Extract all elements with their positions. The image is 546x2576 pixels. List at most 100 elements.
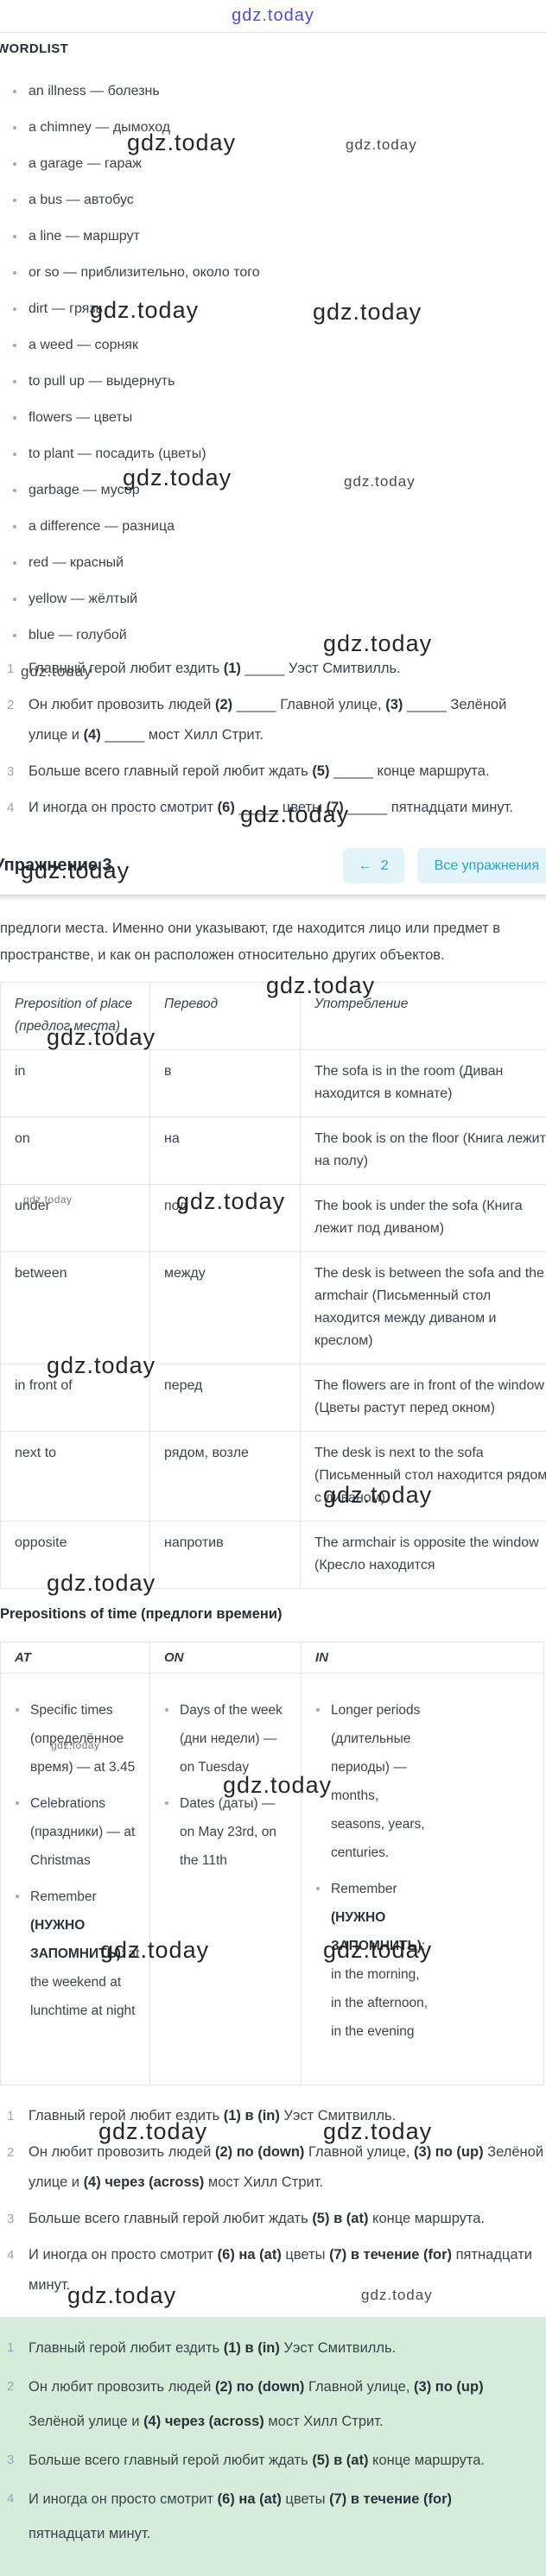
- wordlist-item: garbage — мусор: [0, 472, 546, 509]
- wordlist-text: a garage — гараж: [29, 156, 142, 172]
- top-bar: gdz.today: [0, 0, 546, 33]
- wordlist-text: red — красный: [29, 555, 124, 571]
- text-segment: Главной улице,: [304, 2379, 414, 2395]
- bullet-icon: [13, 271, 16, 275]
- bullet-icon: [16, 1708, 19, 1712]
- place-table-header-cell: Употребление: [301, 983, 546, 1050]
- bold-segment: (НУЖНО ЗАПОМНИТЬ): [331, 1910, 422, 1953]
- wordlist-text: a line — маршрут: [29, 229, 140, 244]
- wordlist-item: a difference — разница: [0, 509, 546, 545]
- text-segment: Он любит провозить людей: [29, 697, 215, 712]
- wordlist-item: a bus — автобус: [0, 182, 546, 218]
- bold-segment: (1) в (in): [224, 2108, 280, 2123]
- bullet-icon: [13, 307, 16, 311]
- item-text: И иногда он просто смотрит (6) на (at) ц…: [29, 2491, 452, 2541]
- site-logo: gdz.today: [232, 6, 314, 26]
- text-segment: : in the morning, in the afternoon, in t…: [331, 1939, 428, 2039]
- wordlist-item: to pull up — выдернуть: [0, 364, 546, 400]
- item-number: 3: [7, 2443, 14, 2478]
- wordlist-item: a garage — гараж: [0, 146, 546, 182]
- item-number: 3: [7, 756, 14, 787]
- time-table-body-row: Specific times (определённое время) — at…: [1, 1674, 544, 2085]
- bold-segment: (5) в (at): [312, 2211, 368, 2226]
- text-segment: Dates (даты) — on May 23rd, on the 11th: [180, 1796, 276, 1868]
- bullet-icon: [13, 489, 16, 492]
- place-table-cell: The book is on the floor (Книга лежит на…: [301, 1117, 546, 1185]
- item-text: Он любит провозить людей (2) по (down) Г…: [29, 2144, 543, 2190]
- text-segment: _____ Уэст Смитвилль.: [241, 661, 401, 676]
- place-table-cell: в: [150, 1050, 301, 1117]
- bold-segment: (3) по (up): [414, 2379, 484, 2395]
- text-segment: цветы: [282, 2491, 329, 2507]
- place-table-cell: The flowers are in front of the window (…: [301, 1364, 546, 1432]
- bold-segment: (7) в течение (for): [329, 2491, 452, 2507]
- place-table-cell: next to: [1, 1432, 150, 1522]
- wordlist-item: dirt — грязь: [0, 291, 546, 327]
- bold-segment: (3) по (up): [414, 2144, 484, 2160]
- exercise-header-row: Упражнение 3 ← 2 Все упражнения: [0, 848, 546, 883]
- wordlist-text: garbage — мусор: [29, 483, 140, 498]
- text-segment: Он любит провозить людей: [29, 2379, 215, 2395]
- bullet-icon: [13, 561, 16, 565]
- place-table-cell: under: [1, 1185, 150, 1252]
- place-table-cell: in front of: [1, 1364, 150, 1432]
- bullet-icon: [16, 1895, 19, 1898]
- bold-segment: (7) в течение (for): [329, 2247, 452, 2263]
- bold-segment: (1): [224, 661, 241, 676]
- place-table-cell: The sofa is in the room (Диван находится…: [301, 1050, 546, 1117]
- text-segment: пятнадцати минут.: [29, 2526, 150, 2541]
- text-segment: _____ Главной улице,: [232, 697, 385, 712]
- bold-segment: (5): [312, 763, 329, 779]
- bold-segment: (7): [327, 800, 344, 815]
- bullet-icon: [316, 1708, 320, 1712]
- prev-exercise-button[interactable]: ← 2: [343, 848, 404, 883]
- place-table-header-cell: Перевод: [150, 983, 301, 1050]
- item-text: Главный герой любит ездить (1) в (in) Уэ…: [29, 2108, 396, 2123]
- bullet-icon: [13, 416, 16, 420]
- bullet-icon: [13, 344, 16, 347]
- text-segment: _____ мост Хилл Стрит.: [101, 727, 263, 743]
- back-arrow-icon: ←: [359, 858, 372, 874]
- bullet-icon: [13, 380, 16, 383]
- time-table-header-cell: AT: [1, 1642, 150, 1674]
- place-table-cell: on: [1, 1117, 150, 1185]
- text-segment: Зелёной улице и: [29, 2414, 143, 2429]
- text-segment: Remember: [331, 1882, 397, 1896]
- text-segment: Главный герой любит ездить: [29, 661, 224, 676]
- time-bullet-item: Dates (даты) — on May 23rd, on the 11th: [157, 1789, 292, 1875]
- prev-exercise-number: 2: [381, 858, 389, 874]
- item-number: 1: [7, 654, 14, 684]
- item-text: Больше всего главный герой любит ждать (…: [29, 2453, 485, 2468]
- place-table-cell: The armchair is opposite the window (Кре…: [301, 1522, 546, 1589]
- item-text: И иногда он просто смотрит (6) на (at) ц…: [29, 2247, 532, 2293]
- bold-segment: (4) через (across): [143, 2414, 264, 2429]
- wordlist-text: a chimney — дымоход: [29, 120, 170, 136]
- text-segment: Больше всего главный герой любит ждать: [29, 763, 312, 779]
- time-bullet-item: Remember (НУЖНО ЗАПОМНИТЬ): at the weeke…: [8, 1883, 141, 2025]
- text-segment: Уэст Смитвилль.: [280, 2340, 396, 2356]
- bullet-icon: [13, 90, 16, 93]
- bullet-icon: [316, 1887, 320, 1890]
- place-table-header-cell: Preposition of place (предлог места): [1, 983, 150, 1050]
- bold-segment: (2): [215, 697, 232, 712]
- place-table-cell: The book is under the sofa (Книга лежит …: [301, 1185, 546, 1252]
- exercise-nav-buttons: ← 2 Все упражнения: [343, 848, 546, 883]
- text-segment: Days of the week (дни недели) — on Tuesd…: [180, 1703, 283, 1775]
- all-exercises-button[interactable]: Все упражнения: [417, 848, 546, 883]
- wordlist-text: yellow — жёлтый: [29, 592, 137, 607]
- text-segment: Specific times (определённое время) — at…: [30, 1703, 135, 1775]
- bold-segment: (2) по (down): [215, 2379, 304, 2395]
- bold-segment: (5) в (at): [312, 2453, 368, 2468]
- bold-segment: (6): [218, 800, 235, 815]
- time-bullet-list: Days of the week (дни недели) — on Tuesd…: [157, 1696, 292, 1875]
